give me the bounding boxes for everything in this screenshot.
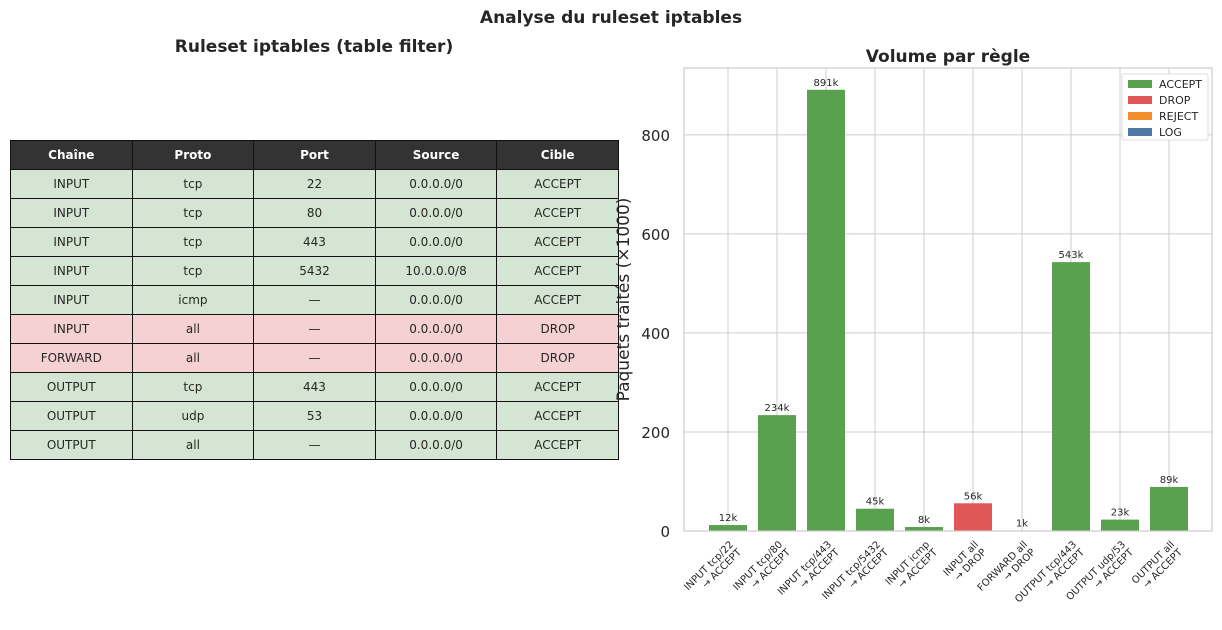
header-chain: Chaîne xyxy=(10,140,133,170)
x-tick-label: INPUT tcp/22→ ACCEPT xyxy=(682,539,744,593)
cell-target: ACCEPT xyxy=(496,169,619,199)
bar xyxy=(954,503,992,531)
legend-swatch xyxy=(1128,80,1152,88)
table-title: Ruleset iptables (table filter) xyxy=(174,37,454,57)
cell-chain: OUTPUT xyxy=(10,430,133,460)
table-row: OUTPUT all —0.0.0.0/0 ACCEPT xyxy=(10,430,619,460)
cell-proto: tcp xyxy=(131,169,255,199)
y-tick-label: 400 xyxy=(641,325,670,343)
legend-swatch xyxy=(1128,128,1152,136)
bar xyxy=(856,508,894,531)
cell-port: 53 xyxy=(253,401,376,431)
cell-port: — xyxy=(253,285,376,315)
bar xyxy=(1052,262,1090,531)
table-row: INPUT tcp 5432 10.0.0.0/8 ACCEPT xyxy=(10,256,619,286)
cell-chain: INPUT xyxy=(10,314,133,344)
cell-proto: tcp xyxy=(131,256,255,286)
legend-box xyxy=(1121,73,1209,141)
header-proto: Proto xyxy=(131,140,255,170)
bar-value-label: 234k xyxy=(765,403,790,414)
bar-value-label: 12k xyxy=(719,513,738,524)
cell-proto: udp xyxy=(131,401,255,431)
table-header-row: Chaîne Proto Port Source Cible xyxy=(10,140,619,170)
table-row: INPUT icmp —0.0.0.0/0 ACCEPT xyxy=(10,285,619,315)
y-tick-label: 200 xyxy=(641,424,670,442)
cell-proto: all xyxy=(131,343,255,373)
bar-value-label: 1k xyxy=(1016,519,1028,530)
cell-proto: tcp xyxy=(131,372,255,402)
x-tick-label: OUTPUT all→ ACCEPT xyxy=(1130,539,1186,590)
chart-title: Volume par règle xyxy=(866,47,1030,67)
cell-proto: tcp xyxy=(131,198,255,228)
figure-title: Analyse du ruleset iptables xyxy=(479,8,743,28)
cell-target: ACCEPT xyxy=(496,430,619,460)
bar xyxy=(807,89,845,531)
cell-source: 0.0.0.0/0 xyxy=(374,285,498,315)
cell-source: 0.0.0.0/0 xyxy=(374,430,498,460)
cell-target: ACCEPT xyxy=(496,401,619,431)
x-tick-label: INPUT icmp→ ACCEPT xyxy=(884,539,941,590)
table-row: OUTPUT tcp 443 0.0.0.0/0 ACCEPT xyxy=(10,372,619,402)
cell-source: 10.0.0.0/8 xyxy=(374,256,498,286)
bar-value-label: 89k xyxy=(1160,475,1179,486)
cell-port: — xyxy=(253,343,376,373)
table-row: INPUT tcp 443 0.0.0.0/0 ACCEPT xyxy=(10,227,619,257)
bar-value-label: 891k xyxy=(814,78,839,89)
bar xyxy=(1150,486,1188,531)
legend-label: LOG xyxy=(1159,126,1182,139)
bar-value-label: 8k xyxy=(918,515,930,526)
plot-frame xyxy=(683,67,1213,532)
cell-source: 0.0.0.0/0 xyxy=(374,198,498,228)
cell-port: — xyxy=(253,430,376,460)
cell-target: DROP xyxy=(496,343,619,373)
cell-target: ACCEPT xyxy=(496,227,619,257)
bar-value-label: 56k xyxy=(964,491,983,502)
legend-label: ACCEPT xyxy=(1159,78,1202,91)
cell-chain: OUTPUT xyxy=(10,372,133,402)
cell-target: ACCEPT xyxy=(496,285,619,315)
bar-value-label: 23k xyxy=(1111,508,1130,519)
header-target: Cible xyxy=(496,140,619,170)
y-tick-label: 0 xyxy=(660,523,670,541)
cell-source: 0.0.0.0/0 xyxy=(374,343,498,373)
bar xyxy=(905,527,943,531)
cell-port: 443 xyxy=(253,372,376,402)
cell-target: ACCEPT xyxy=(496,256,619,286)
y-tick-label: 800 xyxy=(641,127,670,145)
header-source: Source xyxy=(374,140,498,170)
bar-value-label: 543k xyxy=(1059,250,1084,261)
cell-port: 80 xyxy=(253,198,376,228)
cell-chain: INPUT xyxy=(10,285,133,315)
legend-label: DROP xyxy=(1159,94,1191,107)
legend-swatch xyxy=(1128,112,1152,120)
cell-target: ACCEPT xyxy=(496,372,619,402)
cell-proto: all xyxy=(131,430,255,460)
cell-source: 0.0.0.0/0 xyxy=(374,169,498,199)
cell-source: 0.0.0.0/0 xyxy=(374,314,498,344)
table-row: INPUT tcp 80 0.0.0.0/0 ACCEPT xyxy=(10,198,619,228)
cell-target: ACCEPT xyxy=(496,198,619,228)
legend-label: REJECT xyxy=(1159,110,1198,123)
cell-proto: icmp xyxy=(131,285,255,315)
y-tick-label: 600 xyxy=(641,226,670,244)
y-axis-label: Paquets traités (×1000) xyxy=(614,198,634,402)
cell-chain: INPUT xyxy=(10,198,133,228)
cell-proto: all xyxy=(131,314,255,344)
bar xyxy=(1101,519,1139,531)
bar-value-label: 45k xyxy=(866,497,885,508)
header-port: Port xyxy=(253,140,376,170)
bar xyxy=(709,525,747,531)
table-row: INPUT all —0.0.0.0/0 DROP xyxy=(10,314,619,344)
cell-port: 443 xyxy=(253,227,376,257)
cell-chain: INPUT xyxy=(10,256,133,286)
cell-source: 0.0.0.0/0 xyxy=(374,372,498,402)
legend: ACCEPT DROP REJECT LOG xyxy=(1121,73,1209,141)
cell-port: — xyxy=(253,314,376,344)
bar xyxy=(758,415,796,531)
cell-chain: INPUT xyxy=(10,169,133,199)
legend-swatch xyxy=(1128,96,1152,104)
cell-proto: tcp xyxy=(131,227,255,257)
ruleset-table: Chaîne Proto Port Source Cible INPUT tcp 2… xyxy=(10,140,619,460)
